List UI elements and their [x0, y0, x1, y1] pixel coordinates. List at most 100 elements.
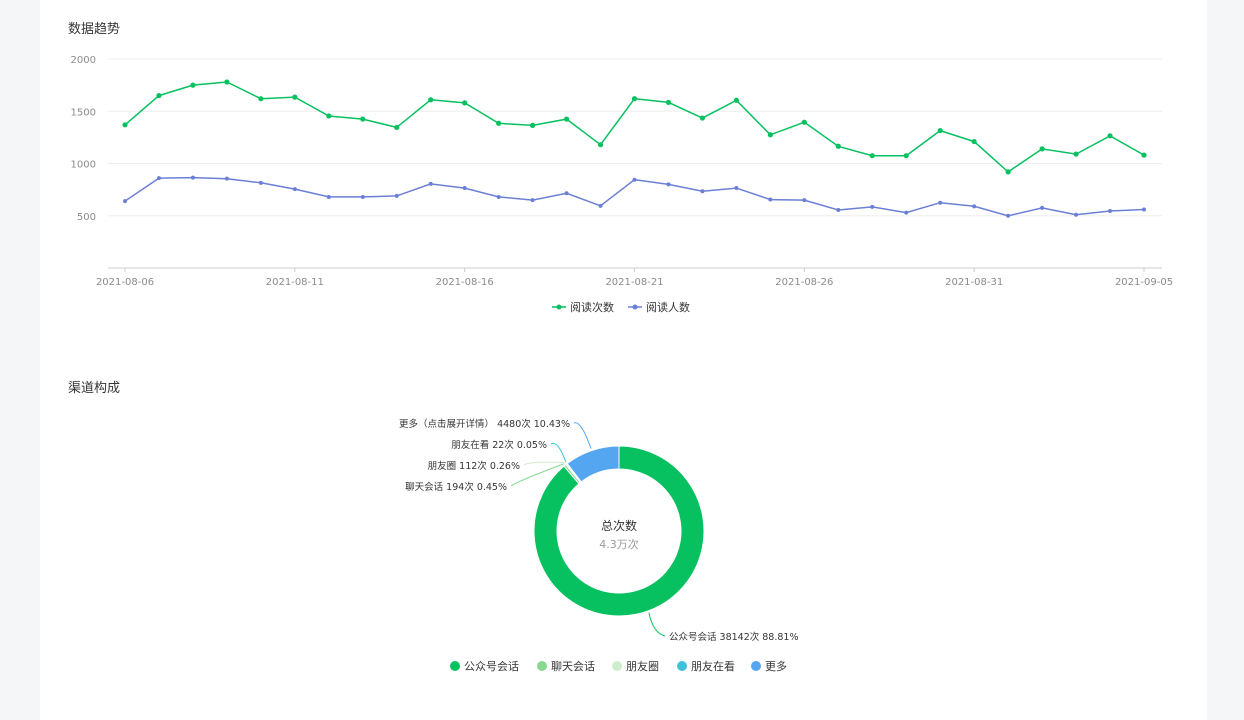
data-point [224, 176, 229, 181]
data-point [156, 176, 161, 181]
data-point [123, 199, 127, 204]
donut-slice [566, 445, 620, 483]
data-point [224, 79, 230, 85]
data-point [428, 181, 433, 186]
x-tick-label: 2021-08-06 [96, 277, 154, 288]
donut-slice [533, 445, 705, 617]
data-point [326, 194, 331, 199]
data-point [496, 194, 501, 199]
data-point [190, 82, 196, 88]
data-point [904, 210, 909, 215]
data-point [1039, 146, 1045, 152]
legend-marker [632, 304, 638, 310]
data-point [530, 198, 535, 203]
leader-line [648, 612, 666, 637]
y-tick-label: 500 [77, 212, 96, 223]
data-point [801, 119, 807, 125]
slice-label: 朋友圈 112次 0.26% [428, 460, 520, 472]
legend-label: 阅读次数 [570, 300, 614, 314]
data-point [360, 116, 366, 122]
x-tick-label: 2021-09-05 [1115, 277, 1173, 288]
legend-label: 公众号会话 [464, 660, 519, 673]
data-point [835, 143, 841, 149]
legend-marker [537, 661, 547, 671]
data-point [563, 116, 570, 122]
series-line [124, 176, 1145, 217]
data-point [190, 175, 195, 180]
data-point [258, 180, 263, 185]
data-point [394, 193, 399, 198]
data-point [122, 122, 128, 128]
data-point [1040, 205, 1045, 210]
y-tick-label: 1500 [71, 107, 96, 118]
data-point [768, 197, 773, 202]
leader-line [523, 461, 566, 466]
leader-line [573, 422, 592, 449]
data-point [631, 96, 638, 102]
x-tick-label: 2021-08-16 [436, 277, 494, 288]
data-point [869, 153, 875, 159]
leader-line [550, 442, 567, 463]
data-point [802, 198, 807, 203]
data-point [870, 204, 875, 209]
legend-label: 朋友圈 [626, 659, 659, 673]
trend-line-chart: 500 1000 1500 2000 2021-08-06 2021-08-11 2021… [71, 55, 1174, 314]
series-line [124, 81, 1145, 173]
y-tick-label: 2000 [71, 55, 96, 66]
data-point [292, 94, 298, 100]
center-label: 总次数 [601, 518, 637, 533]
legend-marker [556, 304, 562, 310]
data-point [767, 132, 773, 138]
data-point [632, 177, 637, 182]
data-point [462, 186, 467, 191]
data-point [1074, 212, 1079, 217]
data-point [258, 96, 264, 102]
data-point [1108, 209, 1113, 214]
legend-label: 更多 [765, 659, 787, 673]
center-value: 4.3万次 [599, 537, 639, 551]
slice-label: 聊天会话 194次 0.45% [405, 481, 507, 493]
data-point [1005, 169, 1011, 175]
data-point [666, 182, 671, 187]
x-tick-label: 2021-08-21 [605, 277, 663, 288]
data-point [1006, 213, 1011, 218]
data-point [156, 92, 162, 99]
x-tick-label: 2021-08-11 [266, 277, 324, 288]
data-point [972, 204, 977, 209]
leader-line [510, 463, 564, 487]
legend-label: 阅读人数 [646, 300, 690, 314]
channel-section-title: 渠道构成 [68, 381, 121, 396]
data-point [1107, 133, 1113, 139]
slice-label: 朋友在看 22次 0.05% [451, 439, 547, 451]
x-tick-label: 2021-08-26 [775, 277, 833, 288]
data-point [938, 200, 943, 205]
legend-label: 聊天会话 [551, 659, 595, 673]
data-point [394, 124, 400, 131]
data-point [836, 208, 841, 213]
x-tick-label: 2021-08-31 [945, 277, 1003, 288]
data-point [428, 97, 434, 103]
data-point [1073, 151, 1079, 157]
data-point [597, 142, 604, 148]
y-tick-label: 1000 [71, 160, 96, 171]
legend-marker [751, 661, 761, 671]
data-point [564, 191, 569, 196]
trend-section-title: 数据趋势 [68, 22, 121, 37]
data-point [292, 187, 297, 192]
data-point [699, 115, 706, 121]
data-point [937, 127, 943, 134]
data-point [700, 189, 705, 194]
legend-marker [677, 661, 687, 671]
data-point [903, 153, 909, 159]
slice-label: 更多（点击展开详情） 4480次 10.43% [399, 418, 570, 430]
legend-marker [612, 661, 622, 671]
data-point [733, 97, 740, 103]
content-card: 数据趋势 500 1000 1500 2000 2021-08-06 2021-08-1… [40, 0, 1207, 720]
legend-label: 朋友在看 [691, 659, 735, 673]
data-point [496, 120, 502, 126]
data-point [1141, 152, 1147, 158]
slice-label: 公众号会话 38142次 88.81% [669, 631, 798, 643]
legend-marker [450, 661, 460, 671]
data-point [530, 122, 536, 128]
data-point [462, 100, 468, 106]
